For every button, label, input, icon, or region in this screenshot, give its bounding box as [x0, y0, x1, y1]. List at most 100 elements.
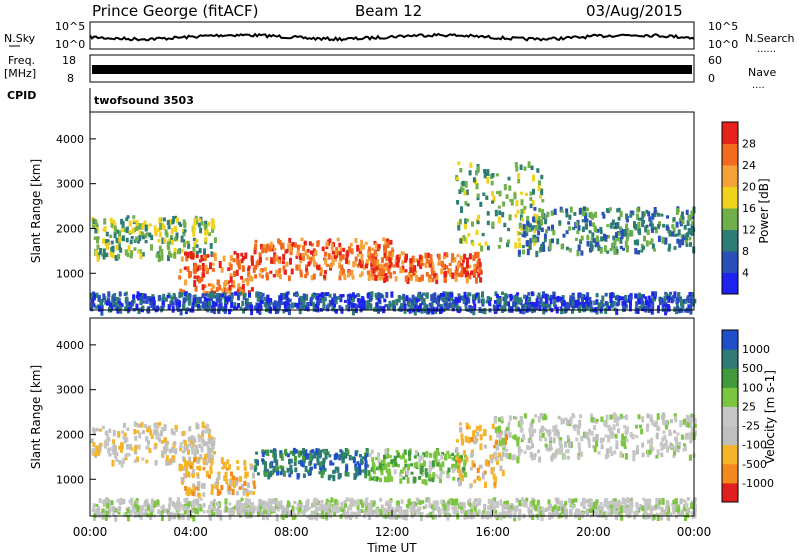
velocity-cell: [207, 437, 211, 445]
velocity-cell: [468, 498, 472, 502]
velocity-cell: [387, 505, 391, 512]
power-cell: [218, 300, 222, 307]
power-cell: [625, 304, 628, 309]
power-cell: [664, 292, 668, 297]
velocity-cell: [344, 452, 348, 459]
velocity-cell: [187, 449, 190, 455]
velocity-cell: [439, 473, 443, 478]
power-cell: [354, 308, 358, 314]
velocity-cell: [355, 450, 359, 454]
velocity-cell: [438, 510, 442, 517]
power-cell: [211, 226, 215, 233]
velocity-cell: [197, 505, 201, 511]
power-cell: [220, 267, 224, 273]
velocity-cell: [571, 504, 575, 509]
velocity-cell: [248, 498, 251, 506]
velocity-cell: [196, 472, 200, 476]
velocity-cell: [280, 457, 284, 461]
power-cell: [370, 291, 374, 298]
power-cell: [319, 297, 323, 304]
velocity-cell: [502, 511, 506, 517]
velocity-cell: [422, 452, 426, 457]
velocity-cell: [621, 497, 625, 505]
velocity-cell: [398, 511, 402, 518]
power-cell: [518, 232, 522, 236]
velocity-cell: [491, 467, 495, 471]
power-cell: [286, 291, 290, 295]
power-cell: [228, 285, 232, 291]
velocity-cell: [464, 435, 468, 443]
velocity-cell: [536, 501, 540, 506]
power-cell: [450, 298, 453, 302]
velocity-cell: [318, 507, 322, 511]
velocity-cell: [118, 499, 122, 504]
power-cell: [266, 274, 269, 281]
power-cell: [686, 220, 690, 227]
velocity-cell: [682, 499, 686, 503]
velocity-cell: [675, 436, 679, 444]
velocity-cell: [370, 467, 374, 472]
power-cell: [403, 303, 407, 310]
power-cell: [118, 236, 122, 243]
velocity-cell: [457, 468, 461, 474]
power-cell: [314, 250, 318, 256]
velocity-cell: [573, 512, 577, 517]
power-cell: [523, 230, 527, 238]
velocity-cell: [239, 476, 242, 482]
power-cell: [332, 303, 336, 308]
power-cell: [288, 298, 292, 303]
velocity-cell: [114, 453, 118, 459]
power-cell: [170, 239, 174, 246]
power-cell: [422, 298, 426, 304]
velocity-cell: [493, 481, 497, 486]
power-cell: [205, 291, 209, 296]
power-cell: [197, 303, 200, 308]
velocity-cell: [170, 511, 174, 516]
velocity-cell: [383, 476, 387, 483]
power-cell: [484, 241, 488, 246]
power-cell: [293, 292, 296, 297]
velocity-cell: [414, 501, 418, 507]
power-cell: [118, 301, 122, 307]
velocity-cell: [380, 468, 384, 476]
velocity-cell: [526, 444, 530, 451]
power-cell: [535, 298, 539, 306]
velocity-cell: [273, 457, 277, 464]
power-cell: [421, 262, 425, 266]
power-cell: [175, 302, 179, 310]
velocity-cell: [235, 477, 239, 484]
power-cell: [536, 236, 540, 243]
power-cell: [485, 195, 489, 200]
velocity-cell: [661, 412, 665, 420]
velocity-cell: [367, 502, 371, 506]
velocity-cell: [147, 440, 150, 445]
power-cell: [578, 208, 582, 215]
velocity-cell: [673, 448, 677, 456]
power-cell: [299, 271, 303, 278]
power-cell: [230, 295, 233, 302]
power-cell: [305, 294, 309, 301]
power-cell: [328, 293, 332, 298]
power-cell: [251, 259, 254, 266]
power-cell: [106, 300, 109, 306]
velocity-cell: [263, 471, 267, 477]
power-cell: [206, 293, 210, 298]
power-cell: [675, 308, 678, 315]
velocity-cell: [539, 510, 543, 517]
power-cell: [149, 298, 153, 306]
power-cell: [685, 243, 689, 247]
power-cell: [433, 273, 437, 278]
power-cell: [601, 211, 605, 216]
power-cell: [448, 262, 452, 267]
power-cbar-tick: 16: [742, 202, 756, 215]
power-cell: [186, 293, 190, 299]
velocity-cell: [431, 474, 435, 479]
velocity-cell: [504, 429, 508, 435]
velocity-cell: [280, 453, 284, 458]
power-cell: [468, 253, 472, 260]
velocity-cell: [329, 474, 333, 479]
power-cell: [556, 238, 560, 245]
power-cell: [300, 295, 304, 303]
velocity-cell: [554, 424, 558, 431]
velocity-cell: [133, 429, 137, 435]
